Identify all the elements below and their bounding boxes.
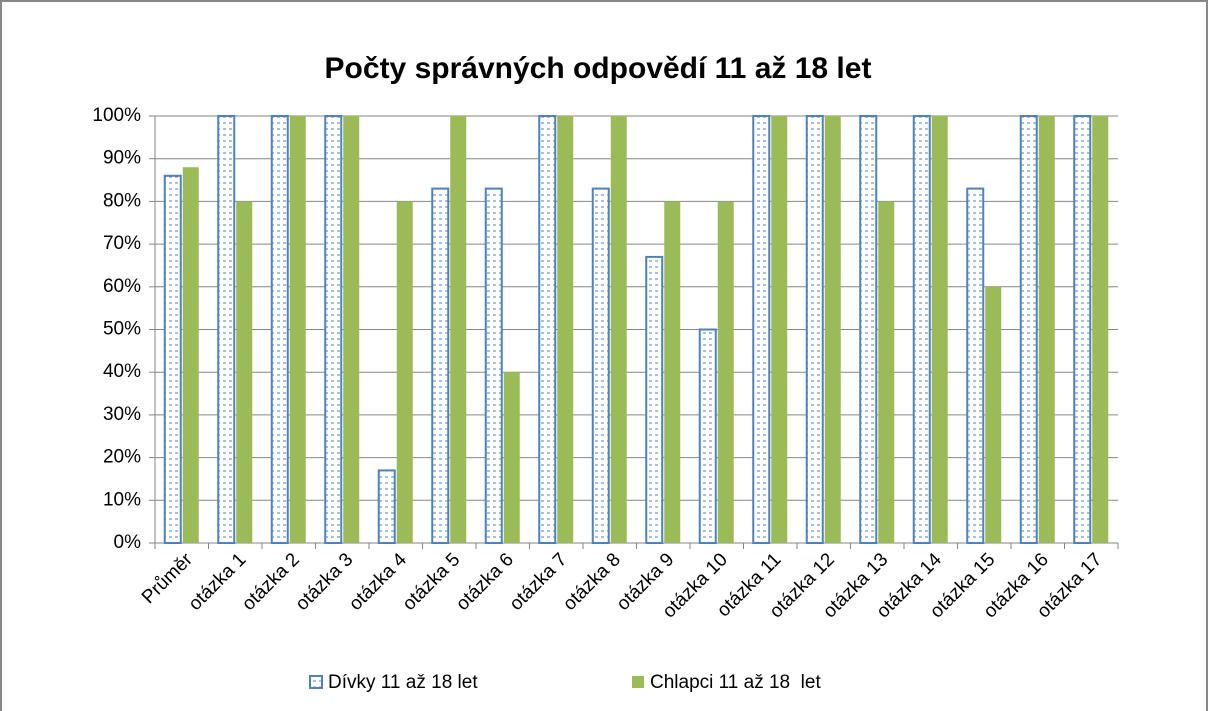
chart-title: Počty správných odpovědí 11 až 18 let <box>325 52 872 85</box>
bar <box>270 115 289 544</box>
bar <box>912 115 931 544</box>
y-tick-label: 100% <box>92 105 141 126</box>
x-tick-label: otázka 8 <box>559 549 625 615</box>
y-tick-label: 80% <box>103 190 141 211</box>
x-tick-label: otázka 3 <box>292 549 358 615</box>
bar <box>717 201 734 543</box>
bar <box>182 167 199 544</box>
bar <box>377 469 396 544</box>
x-tick-label: otázka 5 <box>399 549 465 615</box>
x-tick-label: otázka 6 <box>452 549 518 615</box>
legend-swatch <box>632 676 644 688</box>
y-tick-label: 0% <box>114 532 142 553</box>
bar <box>450 116 467 543</box>
bar <box>343 116 360 543</box>
bar <box>236 201 253 543</box>
x-tick-label: otázka 7 <box>506 549 572 615</box>
bar <box>1038 116 1055 543</box>
bar <box>966 187 985 544</box>
bar <box>931 116 948 543</box>
bar <box>557 116 574 543</box>
bar <box>503 372 520 543</box>
bar <box>431 187 450 544</box>
bar <box>771 116 788 543</box>
y-tick-label: 50% <box>103 319 141 340</box>
legend-swatch <box>309 675 323 689</box>
bar <box>859 115 878 544</box>
bar <box>538 115 557 544</box>
bar <box>698 328 717 544</box>
legend-label: Chlapci 11 až 18 let <box>650 672 821 693</box>
legend-label: Dívky 11 až 18 let <box>328 672 478 693</box>
bar <box>878 201 895 543</box>
bar <box>824 116 841 543</box>
x-tick-label: otázka 2 <box>238 549 304 615</box>
x-tick-label: otázka 1 <box>185 549 251 615</box>
y-tick-label: 30% <box>103 404 141 425</box>
bar <box>805 115 824 544</box>
bar <box>985 286 1002 543</box>
bar <box>591 187 610 544</box>
bar <box>610 116 627 543</box>
bar <box>1019 115 1038 544</box>
x-tick-label: otázka 4 <box>345 549 411 615</box>
bar <box>645 255 664 544</box>
bar <box>1073 115 1092 544</box>
bar <box>396 201 413 543</box>
y-tick-label: 70% <box>103 233 141 254</box>
bar <box>664 201 681 543</box>
y-tick-label: 90% <box>103 148 141 169</box>
bar <box>163 174 182 544</box>
bar <box>217 115 236 544</box>
y-tick-label: 60% <box>103 276 141 297</box>
bar <box>484 187 503 544</box>
bar <box>324 115 343 544</box>
bar <box>1092 116 1109 543</box>
y-tick-label: 40% <box>103 361 141 382</box>
bar <box>752 115 771 544</box>
bar <box>289 116 306 543</box>
y-tick-label: 10% <box>103 489 141 510</box>
y-tick-label: 20% <box>103 447 141 468</box>
